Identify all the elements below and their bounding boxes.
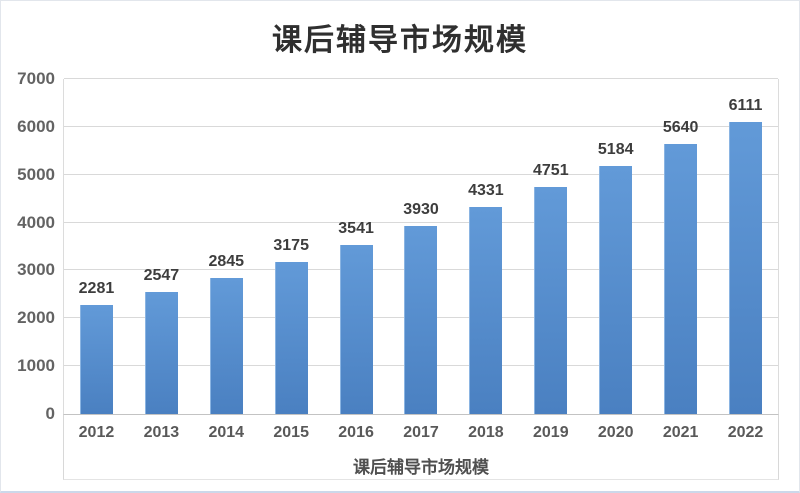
x-axis-title: 课后辅导市场规模	[353, 458, 489, 477]
y-tick-label: 3000	[17, 260, 55, 280]
chart-title: 课后辅导市场规模	[272, 24, 528, 57]
bar	[274, 262, 308, 414]
bar-slot: 5184	[583, 79, 648, 414]
y-tick-label: 5000	[17, 164, 55, 184]
x-tick-label: 2019	[533, 424, 569, 441]
x-tick-label: 2021	[662, 424, 699, 441]
bar-slot: 2845	[194, 79, 259, 414]
bar-value-label: 2547	[143, 267, 180, 285]
bar	[534, 186, 568, 414]
bar-slot: 4331	[453, 79, 518, 414]
y-tick-label: 7000	[17, 69, 55, 88]
bar-value-label: 5184	[597, 140, 634, 158]
bar	[339, 244, 373, 414]
bar-value-label: 4751	[533, 161, 569, 179]
bar	[664, 144, 698, 414]
bar-slot: 2281	[64, 79, 129, 414]
bar	[599, 165, 633, 414]
bar-series: 2281 2547 2845 3175 3541 3930 4331 4751 5184 5640…	[64, 79, 778, 414]
bar-value-label: 3930	[403, 200, 439, 218]
bar-slot: 3930	[389, 79, 454, 414]
x-tick-label: 2020	[597, 424, 634, 441]
y-tick-label: 0	[45, 404, 55, 423]
bar	[144, 292, 178, 414]
y-tick-label: 2000	[17, 308, 55, 328]
bar-slot: 4751	[518, 79, 583, 414]
bar	[729, 121, 763, 414]
bar	[469, 206, 503, 414]
gridline	[64, 125, 778, 127]
y-tick-label: 4000	[17, 212, 55, 232]
y-tick-label: 6000	[17, 116, 55, 136]
plot-area: 2281 2547 2845 3175 3541 3930 4331 4751 5184 5640…	[63, 78, 779, 414]
bar-value-label: 3541	[338, 219, 374, 237]
x-tick-label: 2018	[468, 424, 504, 441]
bar-slot: 6111	[713, 79, 778, 414]
bar	[209, 277, 243, 414]
bar-slot: 3175	[259, 79, 324, 414]
x-tick-label: 2016	[338, 424, 374, 441]
x-axis-labels: 2012 2013 2014 2015 2016 2017 2018 2019 2020 2021…	[64, 415, 778, 451]
x-tick-label: 2012	[78, 424, 115, 441]
x-tick-label: 2022	[727, 424, 764, 441]
gridline	[64, 173, 778, 175]
bar-value-label: 2281	[78, 279, 115, 297]
bar-value-label: 2845	[208, 252, 245, 270]
x-axis-box: 2012 2013 2014 2015 2016 2017 2018 2019 2020 2021…	[63, 414, 779, 480]
gridline	[64, 78, 778, 79]
bar-value-label: 5640	[662, 119, 699, 137]
bar-slot: 5640	[648, 79, 713, 414]
bar-slot: 2547	[129, 79, 194, 414]
bar	[404, 225, 438, 414]
y-axis: 0 1000 2000 3000 4000 5000 6000 7000	[1, 69, 55, 423]
x-tick-label: 2017	[403, 424, 439, 441]
bar-value-label: 3175	[273, 237, 309, 255]
bar-slot: 3541	[324, 79, 389, 414]
x-tick-label: 2013	[143, 424, 180, 441]
x-tick-label: 2014	[208, 424, 245, 441]
bar-value-label: 4331	[468, 181, 504, 199]
y-tick-label: 1000	[17, 356, 55, 376]
x-tick-label: 2015	[273, 424, 309, 441]
bar	[79, 304, 113, 414]
gridline	[64, 221, 778, 223]
bar-value-label: 6111	[728, 96, 763, 114]
